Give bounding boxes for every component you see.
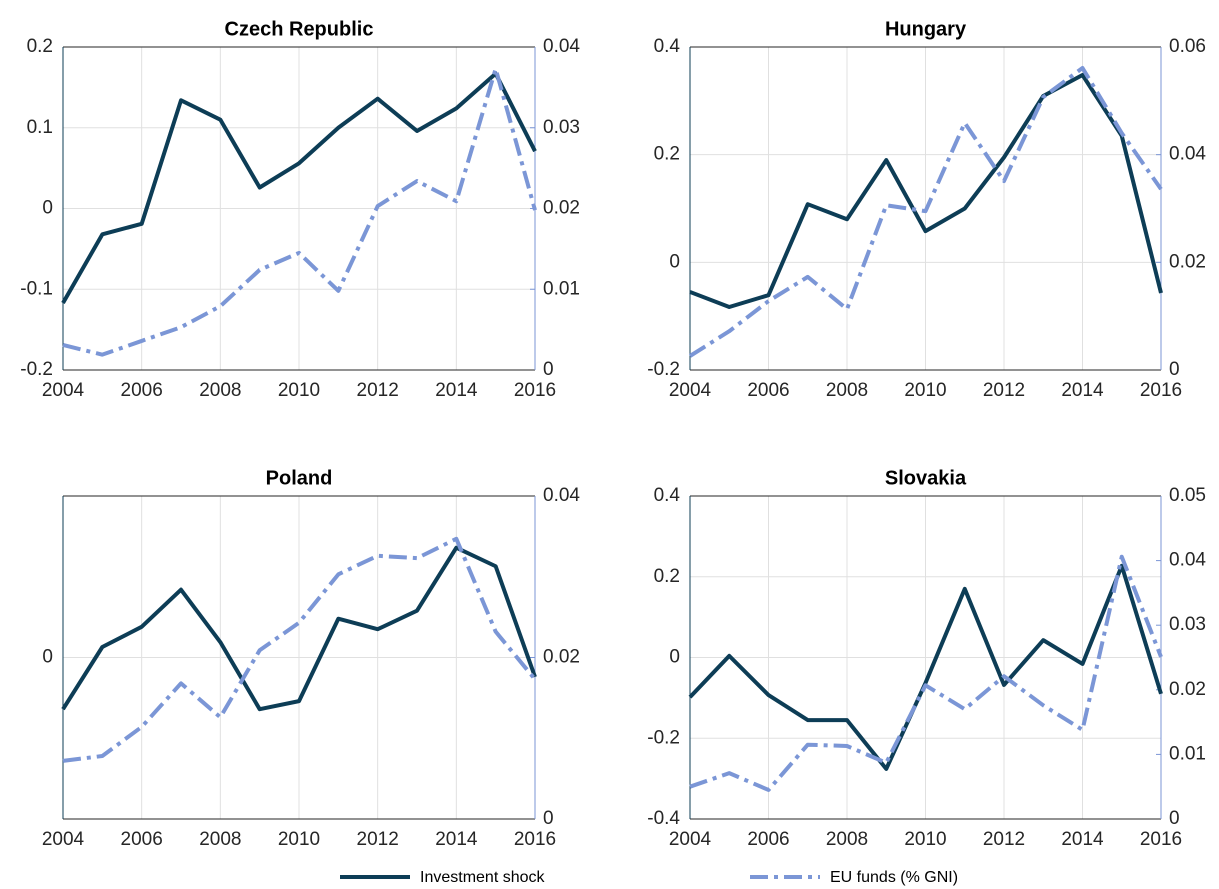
- legend-label: Investment shock: [420, 869, 546, 886]
- series-line: [61, 71, 537, 304]
- y2-tick-label: 0: [1169, 359, 1180, 380]
- x-tick-label: 2008: [826, 380, 868, 401]
- series-line: [689, 72, 1163, 310]
- x-tick-label: 2006: [121, 380, 163, 401]
- y-tick-label: 0: [669, 251, 680, 272]
- y-tick-label: -0.4: [647, 808, 680, 829]
- y-tick-label: 0: [669, 647, 680, 668]
- x-tick-label: 2004: [42, 380, 85, 401]
- y2-tick-label: 0.02: [543, 647, 580, 668]
- y2-tick-label: 0.05: [1169, 485, 1206, 506]
- legend-label: EU funds (% GNI): [830, 869, 958, 886]
- x-tick-label: 2014: [435, 829, 478, 850]
- x-tick-label: 2008: [199, 380, 241, 401]
- y-tick-label: 0: [42, 198, 53, 219]
- x-tick-label: 2004: [42, 829, 85, 850]
- x-tick-label: 2004: [669, 380, 712, 401]
- x-tick-label: 2012: [357, 380, 399, 401]
- x-tick-label: 2014: [1061, 380, 1104, 401]
- series-line: [689, 554, 1163, 792]
- y2-tick-label: 0.04: [543, 36, 580, 57]
- x-tick-label: 2010: [904, 829, 946, 850]
- series-line: [688, 563, 1163, 771]
- y2-tick-label: 0: [543, 359, 554, 380]
- x-tick-label: 2006: [747, 380, 789, 401]
- x-tick-label: 2014: [435, 380, 478, 401]
- x-tick-label: 2016: [514, 829, 556, 850]
- x-tick-label: 2008: [826, 829, 868, 850]
- y-tick-label: 0.1: [27, 117, 53, 138]
- x-tick-label: 2012: [357, 829, 399, 850]
- x-tick-label: 2014: [1061, 829, 1104, 850]
- panel-title: Hungary: [885, 18, 967, 40]
- x-tick-label: 2016: [514, 380, 556, 401]
- x-tick-label: 2012: [983, 829, 1025, 850]
- y-tick-label: 0.4: [654, 36, 681, 57]
- y-tick-label: 0.2: [654, 144, 680, 165]
- y2-tick-label: 0.03: [543, 117, 580, 138]
- x-tick-label: 2010: [904, 380, 946, 401]
- x-tick-label: 2016: [1140, 829, 1182, 850]
- y2-tick-label: 0.06: [1169, 36, 1206, 57]
- y2-tick-label: 0.01: [1169, 743, 1206, 764]
- y2-tick-label: 0.04: [1169, 144, 1206, 165]
- y-tick-label: -0.2: [647, 727, 680, 748]
- panel-title: Poland: [266, 467, 333, 489]
- y2-tick-label: 0.02: [1169, 251, 1206, 272]
- y-tick-label: -0.2: [20, 359, 53, 380]
- x-tick-label: 2008: [199, 829, 241, 850]
- x-tick-label: 2004: [669, 829, 712, 850]
- y2-tick-label: 0.01: [543, 278, 580, 299]
- x-tick-label: 2010: [278, 380, 320, 401]
- y2-tick-label: 0.02: [543, 198, 580, 219]
- y-tick-label: -0.2: [647, 359, 680, 380]
- y2-tick-label: 0.04: [1169, 550, 1206, 571]
- y2-tick-label: 0: [543, 808, 554, 829]
- panel-title: Slovakia: [885, 467, 967, 489]
- x-tick-label: 2010: [278, 829, 320, 850]
- y-tick-label: -0.1: [20, 278, 53, 299]
- y-tick-label: 0: [42, 647, 53, 668]
- y2-tick-label: 0.02: [1169, 679, 1206, 700]
- y-tick-label: 0.4: [654, 485, 681, 506]
- series-line: [61, 545, 537, 712]
- x-tick-label: 2006: [121, 829, 163, 850]
- y2-tick-label: 0.03: [1169, 614, 1206, 635]
- series-line: [688, 66, 1163, 358]
- series-line: [62, 66, 537, 357]
- x-tick-label: 2016: [1140, 380, 1182, 401]
- x-tick-label: 2006: [747, 829, 789, 850]
- panel-title: Czech Republic: [225, 18, 374, 40]
- series-line: [62, 536, 537, 763]
- x-tick-label: 2012: [983, 380, 1025, 401]
- y-tick-label: 0.2: [654, 566, 680, 587]
- y-tick-label: 0.2: [27, 36, 53, 57]
- y2-tick-label: 0: [1169, 808, 1180, 829]
- y2-tick-label: 0.04: [543, 485, 580, 506]
